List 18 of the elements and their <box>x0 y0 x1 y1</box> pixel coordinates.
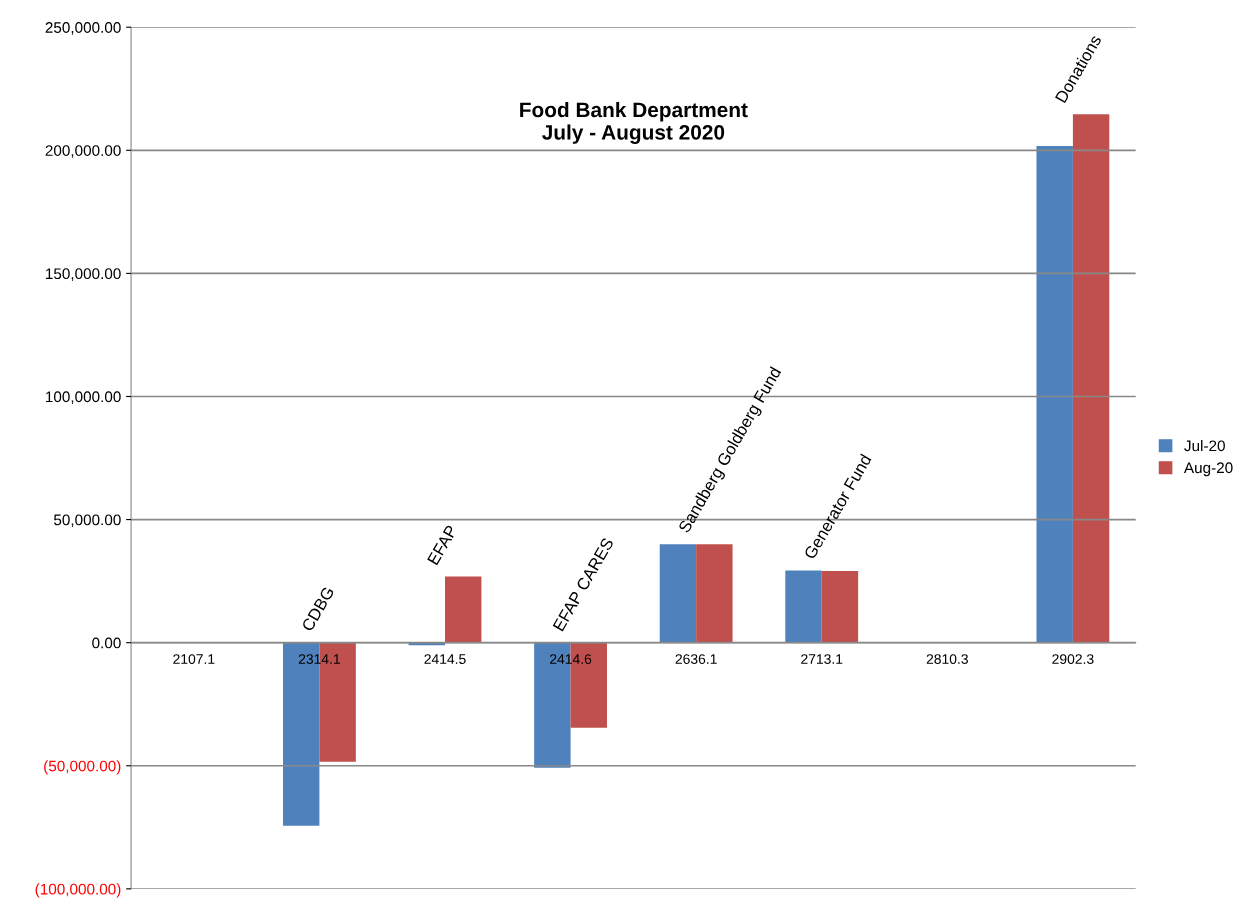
y-tick-label: 200,000.00 <box>45 145 121 158</box>
y-tick-label: (100,000.00) <box>35 883 121 898</box>
y-tick-label: 250,000.00 <box>45 22 121 35</box>
text: Food Bank Department July - August 2020 <box>520 101 748 144</box>
y-tick-label: (50,000.00) <box>44 760 121 775</box>
x-tick-label: 2713.1 <box>801 654 843 664</box>
x-tick-label: 2107.1 <box>173 654 215 664</box>
y-tick-label: 50,000.00 <box>53 514 121 528</box>
y-tick-label: 150,000.00 <box>46 268 121 281</box>
y-tick-label: 0.00 <box>92 637 121 649</box>
x-tick-label: 2636.1 <box>675 654 717 664</box>
legend-label: Aug-20 <box>1183 462 1233 477</box>
x-tick-label: 2414.6 <box>550 654 592 664</box>
y-tick-label: 100,000.00 <box>46 391 121 404</box>
x-tick-label: 2414.5 <box>424 654 466 664</box>
x-tick-label: 2810.3 <box>926 654 968 664</box>
x-tick-label: 2902.3 <box>1052 654 1094 664</box>
legend-label: Jul-20 <box>1184 439 1225 452</box>
